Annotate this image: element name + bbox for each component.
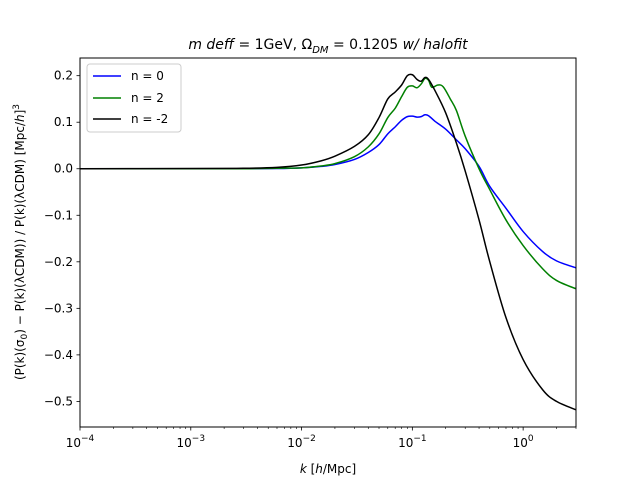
legend: n = 0 n = 2 n = -2 <box>86 63 182 133</box>
y-axis-label-close: ] <box>13 110 27 115</box>
legend-box <box>86 63 182 133</box>
chart-title-omega: Ω <box>302 37 313 53</box>
y-axis-label-sub: 0 <box>20 334 30 340</box>
x-tick-label-base: 10 <box>287 436 302 450</box>
x-tick-label: 100 <box>513 434 534 450</box>
x-axis-label-post: /Mpc] <box>323 462 356 476</box>
x-tick-label-base: 10 <box>398 436 413 450</box>
x-axis-label-var: k <box>300 462 308 476</box>
x-axis-label-h: h <box>315 462 323 476</box>
series-layer <box>80 73 576 411</box>
y-axis-label-sup: 3 <box>12 104 22 110</box>
x-tick-label-exp: 0 <box>528 434 534 444</box>
series-line-1 <box>80 77 576 290</box>
chart-title-suffix: w/ halofit <box>403 37 469 53</box>
y-tick-label: −0.4 <box>44 348 73 362</box>
y-tick-label: −0.1 <box>44 208 73 222</box>
x-tick-label: 10−1 <box>398 434 427 450</box>
y-tick-label: 0.0 <box>54 162 73 176</box>
chart-title-omega-sub: DM <box>312 45 329 56</box>
y-tick-label: −0.2 <box>44 255 73 269</box>
x-tick-label-exp: −3 <box>192 434 205 444</box>
x-tick-label: 10−4 <box>66 434 95 450</box>
chart-title-eq1: = 1GeV, <box>234 37 301 53</box>
plot-frame <box>79 57 577 428</box>
y-tick-label: −0.5 <box>44 394 73 408</box>
x-axis-label-pre: [ <box>307 462 316 476</box>
legend-label-n0: n = 0 <box>131 69 164 83</box>
legend-label-nm2: n = -2 <box>131 112 168 126</box>
y-axis-label-main: (P(k)(σ <box>13 339 27 380</box>
x-tick-label-base: 10 <box>66 436 81 450</box>
y-axis-label-mid: ) − P(k)(λCDM)) / P(k)(λCDM) [Mpc/ <box>13 121 27 334</box>
y-axis-label-h: h <box>13 114 27 122</box>
legend-label-n2: n = 2 <box>131 91 164 105</box>
x-tick-label-base: 10 <box>177 436 192 450</box>
chart-title-eq2: = 0.1205 <box>329 37 403 53</box>
y-tick-label: 0.1 <box>54 115 73 129</box>
x-axis-label: k [h/Mpc] <box>300 462 356 476</box>
x-tick-label: 10−3 <box>177 434 206 450</box>
x-tick-label-exp: −1 <box>413 434 426 444</box>
y-tick-label: 0.2 <box>54 69 73 83</box>
series-line-2 <box>80 73 576 411</box>
chart-title-prefix: m deff <box>188 37 236 53</box>
y-tick-label: −0.3 <box>44 301 73 315</box>
x-ticks-layer: 10−4 10−3 10−2 10−1 100 <box>66 427 577 450</box>
y-axis-label: (P(k)(σ0) − P(k)(λCDM)) / P(k)(λCDM) [Mp… <box>12 104 30 380</box>
y-ticks-layer: 0.2 0.1 0.0 −0.1 −0.2 −0.3 −0.4 −0.5 <box>44 69 80 408</box>
x-tick-label-exp: −4 <box>81 434 95 444</box>
chart-title: m deff = 1GeV, ΩDM = 0.1205 w/ halofit <box>188 37 468 56</box>
x-tick-label-exp: −2 <box>303 434 316 444</box>
x-tick-label: 10−2 <box>287 434 316 450</box>
x-tick-label-base: 10 <box>513 436 528 450</box>
